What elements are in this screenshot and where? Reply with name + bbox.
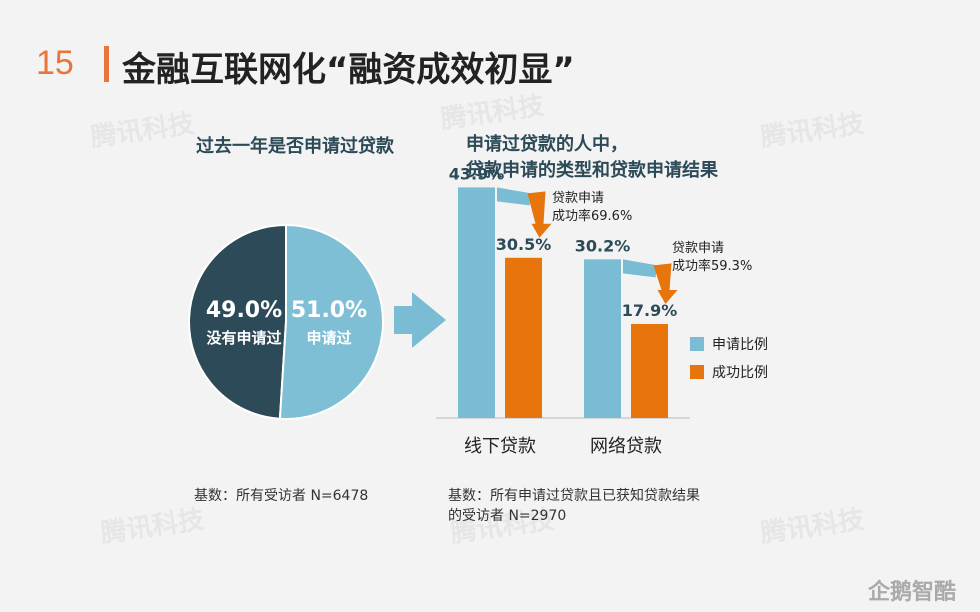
- bar-apply-0: [458, 187, 495, 418]
- legend-swatch: [690, 365, 704, 379]
- legend-label: 申请比例: [712, 337, 768, 353]
- arrow-band: [497, 187, 532, 206]
- bar-value-label: 30.2%: [575, 236, 631, 255]
- page-number: 15: [36, 44, 74, 82]
- annotation-line1: 贷款申请: [672, 241, 725, 256]
- legend-item-success: 成功比例: [690, 358, 768, 386]
- bar-success-1: [631, 323, 668, 418]
- pie-slice-applied: [278, 223, 384, 420]
- bar-base-note-line1: 基数：所有申请过贷款且已获知贷款结果: [448, 488, 700, 504]
- pie-chart-title: 过去一年是否申请过贷款: [196, 136, 394, 157]
- pie-text-applied: 申请过: [306, 329, 352, 347]
- bar-value-label: 17.9%: [622, 301, 678, 320]
- annotation-line1: 贷款申请: [552, 191, 605, 206]
- flow-arrow: [394, 292, 446, 348]
- legend-item-apply: 申请比例: [690, 330, 768, 358]
- annotation-line2: 成功率59.3%: [672, 259, 753, 274]
- bar-value-label: 43.9%: [449, 164, 505, 183]
- pie-label-applied: 51.0% 申请过: [286, 298, 372, 348]
- pie-text-not-applied: 没有申请过: [206, 329, 282, 347]
- legend: 申请比例 成功比例: [690, 330, 768, 386]
- x-tick-label: 网络贷款: [590, 436, 662, 457]
- bar-apply-1: [584, 259, 621, 418]
- annotation-line2: 成功率69.6%: [552, 209, 633, 224]
- pie-value-not-applied: 49.0%: [205, 298, 283, 323]
- bar-chart-title-line1: 申请过贷款的人中，: [466, 134, 628, 155]
- title-divider: [104, 46, 109, 82]
- pie-label-not-applied: 49.0% 没有申请过: [196, 298, 292, 348]
- success-rate-annotation-online: 贷款申请 成功率59.3%: [672, 240, 752, 276]
- bar-chart-title-line2: 贷款申请的类型和贷款申请结果: [466, 160, 718, 181]
- bar-base-note-line2: 的受访者 N=2970: [448, 508, 567, 524]
- arrow-band: [623, 259, 658, 278]
- page-title: 金融互联网化“融资成效初显”: [122, 50, 575, 90]
- legend-swatch: [690, 337, 704, 351]
- success-rate-annotation-offline: 贷款申请 成功率69.6%: [552, 190, 632, 226]
- bar-value-label: 30.5%: [496, 235, 552, 254]
- arrow-head: [653, 263, 678, 304]
- pie-slice-not-applied: [187, 223, 287, 420]
- x-tick-label: 线下贷款: [464, 436, 536, 457]
- arrow-head: [527, 191, 552, 238]
- bar-success-0: [505, 257, 542, 418]
- pie-value-applied: 51.0%: [290, 298, 368, 323]
- pie-base-note: 基数：所有受访者 N=6478: [194, 488, 369, 504]
- legend-label: 成功比例: [712, 365, 768, 381]
- brand-logo: 企鹅智酷: [867, 580, 956, 605]
- bar-base-note: 基数：所有申请过贷款且已获知贷款结果 的受访者 N=2970: [448, 486, 700, 526]
- bar-chart-title: 申请过贷款的人中， 贷款申请的类型和贷款申请结果: [466, 132, 718, 184]
